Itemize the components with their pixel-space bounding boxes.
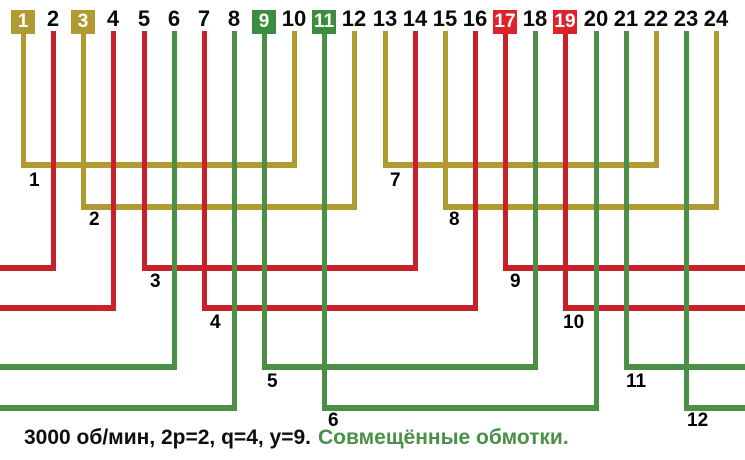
terminal-13-lead [383,31,388,168]
coil-10-wire-horizontal-left [0,305,116,311]
coil-label-7: 7 [390,170,401,191]
coil-12-wire-horizontal-left [0,405,237,411]
terminal-5-label: 5 [137,6,151,31]
coil-label-6: 6 [328,410,339,431]
terminal-12-label: 12 [341,6,367,31]
coil-12-wire-horizontal-right [684,405,745,411]
coil-label-5: 5 [267,371,278,392]
terminal-17-label: 17 [493,10,517,34]
coil-label-11: 11 [626,371,647,392]
terminal-7-lead [202,31,207,311]
terminal-3-label: 3 [71,10,95,34]
coil-label-12: 12 [687,410,709,431]
terminal-23-label: 23 [673,6,699,31]
caption-title: Совмещённые обмотки. [318,426,569,449]
terminal-19-label: 19 [553,10,577,34]
coil-5-wire-horizontal [262,364,538,370]
terminal-21-lead [624,31,629,370]
terminal-18-lead [533,31,538,370]
terminal-20-label: 20 [583,6,609,31]
terminal-13-label: 13 [372,6,398,31]
terminal-21-label: 21 [613,6,639,31]
terminal-16-label: 16 [462,6,488,31]
terminal-11-lead [322,34,327,411]
terminal-12-lead [352,31,357,210]
terminal-22-lead [654,31,659,168]
coil-4-wire-horizontal [202,305,478,311]
coil-9-wire-horizontal-left [0,265,56,271]
terminal-1-label: 1 [11,10,35,34]
terminal-10-label: 10 [281,6,307,31]
caption-parameters: 3000 об/мин, 2p=2, q=4, y=9. [24,426,311,449]
coil-label-1: 1 [29,170,40,191]
terminal-20-lead [594,31,599,411]
terminal-15-label: 15 [432,6,458,31]
coil-2-wire-horizontal [81,204,357,210]
coil-label-2: 2 [89,209,100,230]
terminal-22-label: 22 [643,6,669,31]
coil-7-wire-horizontal [383,162,659,168]
terminal-11-label: 11 [312,10,336,34]
coil-1-wire-horizontal [21,162,297,168]
coil-label-9: 9 [510,271,521,292]
terminal-4-lead [111,31,116,311]
terminal-1-lead [21,34,26,168]
terminal-16-lead [473,31,478,311]
terminal-15-lead [443,31,448,210]
coil-8-wire-horizontal [443,204,719,210]
terminal-14-lead [413,31,418,271]
terminal-5-lead [142,31,147,271]
terminal-24-lead [714,31,719,210]
coil-label-3: 3 [150,271,161,292]
terminal-18-label: 18 [522,6,548,31]
terminal-4-label: 4 [106,6,120,31]
terminal-23-lead [684,31,689,411]
terminal-6-lead [172,31,177,370]
caption: 3000 об/мин, 2p=2, q=4, y=9. Совмещённые … [24,426,569,450]
terminal-24-label: 24 [703,6,729,31]
terminal-7-label: 7 [197,6,211,31]
terminal-9-lead [262,34,267,370]
terminal-8-lead [232,31,237,411]
coil-label-4: 4 [210,312,221,333]
terminal-2-lead [51,31,56,271]
coil-6-wire-horizontal [322,405,599,411]
terminal-6-label: 6 [167,6,181,31]
coil-3-wire-horizontal [142,265,418,271]
coil-label-10: 10 [563,312,585,333]
terminal-2-label: 2 [46,6,60,31]
terminal-17-lead [503,34,508,271]
terminal-19-lead [563,34,568,311]
terminal-14-label: 14 [402,6,428,31]
terminal-9-label: 9 [252,10,276,34]
coil-label-8: 8 [449,209,460,230]
terminal-10-lead [292,31,297,168]
coil-11-wire-horizontal-left [0,364,177,370]
coil-10-wire-horizontal-right [563,305,745,311]
terminal-3-lead [81,34,86,210]
terminal-8-label: 8 [227,6,241,31]
